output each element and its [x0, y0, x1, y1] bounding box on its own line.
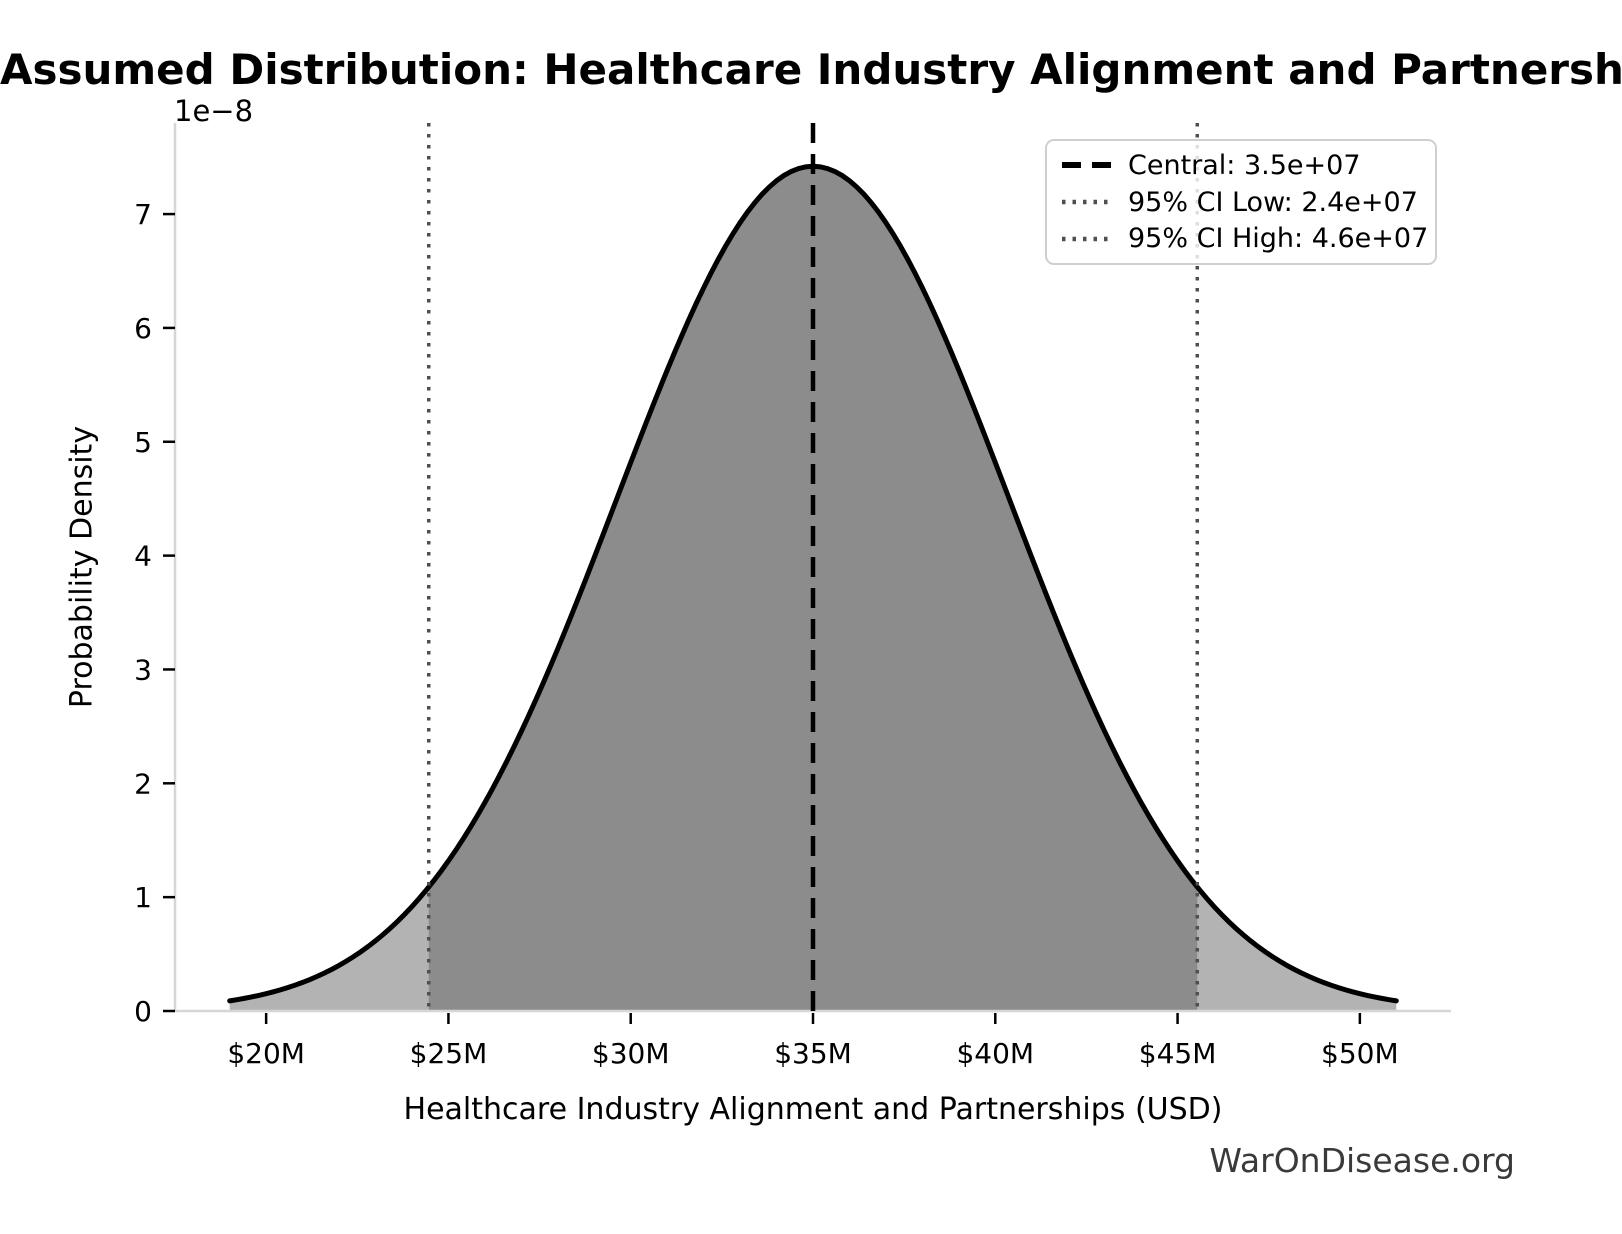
- legend-label-central: Central: 3.5e+07: [1128, 149, 1361, 181]
- legend-label-ci-high: 95% CI High: 4.6e+07: [1128, 223, 1429, 255]
- x-tick-label: $45M: [1139, 1037, 1217, 1070]
- chart-title: Assumed Distribution: Healthcare Industr…: [0, 45, 1622, 94]
- dotted-line-sample: [1062, 236, 1112, 241]
- legend-label-ci-low: 95% CI Low: 2.4e+07: [1128, 186, 1418, 218]
- watermark: WarOnDisease.org: [1209, 1141, 1515, 1180]
- legend-item-ci-high: 95% CI High: 4.6e+07: [1061, 223, 1428, 254]
- y-axis-offset-label: 1e−8: [174, 94, 254, 128]
- legend: Central: 3.5e+07 95% CI Low: 2.4e+07 95%…: [1045, 139, 1437, 265]
- x-tick-label: $40M: [956, 1037, 1034, 1070]
- y-tick-label: 1: [134, 881, 152, 914]
- y-axis-ticks: 0 1 2 3 4 5 6 7: [134, 198, 175, 1028]
- x-tick-label: $20M: [227, 1037, 305, 1070]
- reference-lines: [426, 123, 1200, 1011]
- x-axis-label: Healthcare Industry Alignment and Partne…: [403, 1092, 1223, 1127]
- x-tick-label: $35M: [774, 1037, 852, 1070]
- y-tick-label: 0: [134, 995, 152, 1028]
- y-tick-label: 7: [134, 198, 152, 231]
- x-tick-label: $50M: [1321, 1037, 1399, 1070]
- y-tick-label: 3: [134, 653, 152, 686]
- x-axis-ticks: $20M $25M $30M $35M $40M $45M $50M: [227, 1013, 1399, 1070]
- y-tick-label: 4: [134, 540, 152, 573]
- x-tick-label: $25M: [410, 1037, 488, 1070]
- legend-item-central: Central: 3.5e+07: [1061, 150, 1421, 181]
- dotted-line-sample: [1062, 199, 1112, 205]
- y-axis-label: Probability Density: [64, 425, 100, 709]
- y-tick-label: 6: [134, 312, 152, 345]
- x-tick-label: $30M: [592, 1037, 670, 1070]
- legend-item-ci-low: 95% CI Low: 2.4e+07: [1061, 187, 1421, 218]
- y-tick-label: 5: [134, 426, 152, 459]
- dashed-line-sample: [1062, 162, 1112, 169]
- y-tick-label: 2: [134, 767, 152, 800]
